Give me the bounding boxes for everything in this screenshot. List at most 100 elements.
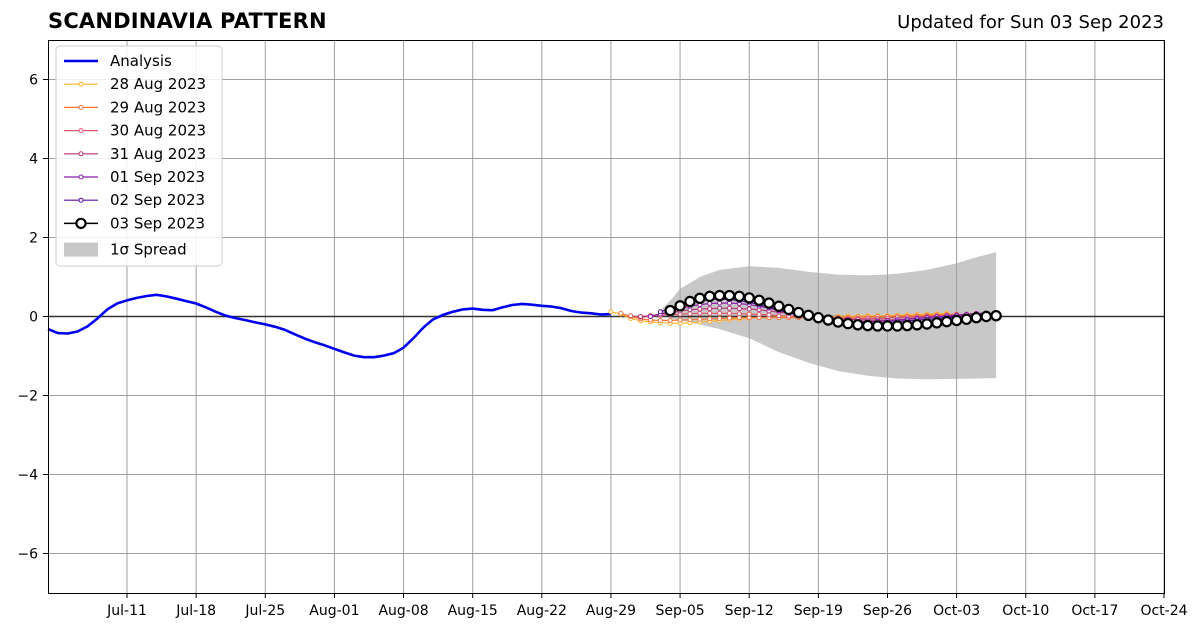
legend-marker	[78, 128, 84, 134]
data-point	[667, 317, 673, 323]
data-point	[802, 309, 815, 322]
x-tick-label: Oct-03	[933, 603, 980, 619]
data-point	[657, 317, 663, 323]
legend-label: 01 Sep 2023	[110, 168, 205, 186]
data-point	[753, 294, 765, 307]
y-tick-label: 0	[29, 310, 38, 326]
data-point	[746, 311, 752, 317]
data-point	[842, 317, 854, 330]
x-tick-label: Oct-17	[1071, 603, 1118, 619]
series-line	[47, 293, 611, 359]
data-point	[638, 314, 644, 319]
legend-label: 30 Aug 2023	[110, 122, 206, 140]
data-point	[736, 306, 742, 312]
data-point	[871, 320, 884, 332]
data-point	[832, 316, 844, 328]
x-tick-label: Sep-19	[794, 603, 843, 619]
x-tick-label: Oct-10	[1002, 603, 1049, 619]
data-point	[891, 320, 904, 332]
y-tick-label: −2	[17, 389, 38, 405]
x-tick-label: Jul-18	[175, 603, 216, 619]
data-point	[783, 303, 795, 316]
data-point	[684, 295, 696, 308]
data-point	[736, 311, 742, 317]
data-point	[736, 315, 742, 321]
legend: Analysis 28 Aug 2023 29 Aug 2023 30 Aug 202…	[55, 45, 223, 267]
y-tick-label: 2	[29, 231, 38, 247]
data-point	[862, 319, 874, 332]
legend-item: 01 Sep 2023	[64, 168, 205, 186]
data-point	[726, 305, 732, 311]
legend-item: 02 Sep 2023	[64, 191, 205, 209]
y-tick-label: −4	[17, 468, 38, 484]
data-point	[743, 292, 755, 304]
legend-label: 28 Aug 2023	[110, 75, 206, 93]
data-point	[756, 312, 762, 318]
data-point	[792, 306, 805, 319]
data-point	[763, 297, 775, 309]
legend-marker	[78, 197, 84, 203]
legend-marker	[78, 104, 84, 110]
legend-label: 31 Aug 2023	[110, 145, 206, 163]
chart-title: SCANDINAVIA PATTERN	[48, 9, 327, 33]
data-point	[852, 319, 864, 331]
data-point	[703, 290, 716, 303]
data-point	[773, 300, 785, 312]
data-point	[657, 309, 663, 315]
x-tick-label: Aug-22	[517, 603, 567, 619]
data-point	[941, 315, 953, 328]
data-point	[717, 305, 723, 311]
legend-marker	[78, 174, 84, 180]
data-point	[960, 313, 973, 325]
data-point	[921, 318, 933, 330]
data-point	[931, 317, 943, 329]
legend-marker	[78, 151, 84, 157]
data-point	[697, 310, 703, 316]
data-point	[687, 311, 693, 317]
data-point	[717, 315, 723, 321]
legend-item: 30 Aug 2023	[64, 122, 206, 140]
data-point	[618, 310, 624, 316]
data-point	[713, 289, 726, 302]
legend-item: 03 Sep 2023	[64, 214, 205, 232]
legend-item: 29 Aug 2023	[64, 98, 206, 116]
data-point	[717, 300, 723, 306]
legend-label: 02 Sep 2023	[110, 191, 205, 209]
data-point	[628, 313, 634, 319]
data-point	[990, 310, 1002, 322]
data-point	[707, 316, 713, 322]
x-tick-label: Oct-24	[1140, 603, 1187, 619]
data-point	[723, 289, 736, 302]
legend-label: 29 Aug 2023	[110, 98, 206, 116]
data-point	[766, 312, 772, 318]
legend-swatch	[64, 242, 98, 257]
x-tick-label: Jul-25	[244, 603, 285, 619]
data-point	[726, 315, 732, 321]
y-tick-label: 4	[29, 152, 38, 168]
data-point	[694, 292, 706, 305]
data-point	[674, 300, 686, 312]
data-point	[726, 310, 732, 316]
legend-label: 1σ Spread	[110, 241, 187, 259]
legend-item: 1σ Spread	[64, 241, 187, 259]
legend-marker	[75, 217, 87, 230]
x-tick-label: Sep-12	[725, 603, 774, 619]
legend-label: Analysis	[110, 52, 172, 70]
legend-label: 03 Sep 2023	[110, 214, 205, 232]
data-point	[647, 314, 653, 319]
series-03-sep-2023	[664, 289, 1002, 332]
data-point	[707, 300, 713, 306]
data-point	[881, 320, 894, 332]
data-point	[812, 311, 825, 324]
legend-marker	[78, 81, 84, 87]
data-point	[901, 319, 913, 332]
data-point	[717, 310, 723, 316]
x-tick-label: Aug-08	[378, 603, 428, 619]
data-point	[950, 314, 963, 327]
x-tick-label: Sep-26	[863, 603, 912, 619]
y-tick-label: 6	[29, 73, 38, 89]
legend-item: 31 Aug 2023	[64, 145, 206, 163]
data-point	[746, 306, 752, 312]
data-point	[733, 290, 746, 303]
